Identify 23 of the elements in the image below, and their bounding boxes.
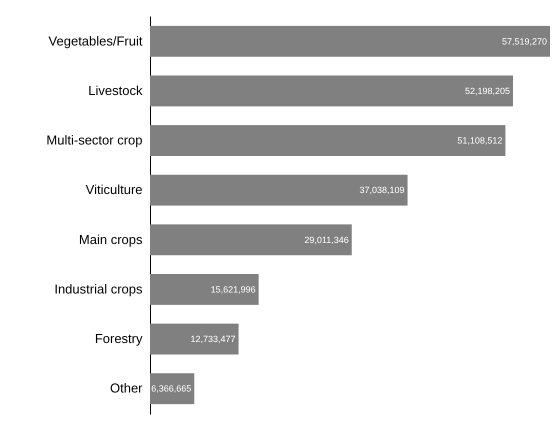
data-label: 6,366,665 [151, 384, 192, 394]
y-tick-label: Other [110, 380, 144, 396]
y-tick-label: Industrial crops [54, 281, 143, 296]
data-label: 12,733,477 [190, 334, 236, 344]
y-tick-label: Livestock [88, 82, 143, 98]
data-label: 51,108,512 [457, 136, 502, 146]
y-tick-label: Viticulture [86, 182, 142, 198]
y-tick-label: Main crops [78, 232, 143, 247]
bar [150, 174, 408, 206]
y-tick-label: Multi-sector crop [46, 132, 142, 148]
y-tick-label: Vegetables/Fruit [48, 33, 143, 48]
bar [150, 224, 352, 256]
bar [150, 76, 513, 106]
data-label: 37,038,109 [360, 185, 405, 196]
bar [150, 26, 550, 57]
data-label: 57,519,270 [502, 36, 547, 46]
y-tick-label: Forestry [94, 331, 143, 346]
data-label: 29,011,346 [304, 234, 349, 245]
data-label: 15,621,996 [210, 284, 256, 294]
bar [150, 324, 239, 354]
data-label: 52,198,205 [464, 86, 510, 96]
bar [150, 274, 259, 305]
bar [150, 125, 506, 156]
